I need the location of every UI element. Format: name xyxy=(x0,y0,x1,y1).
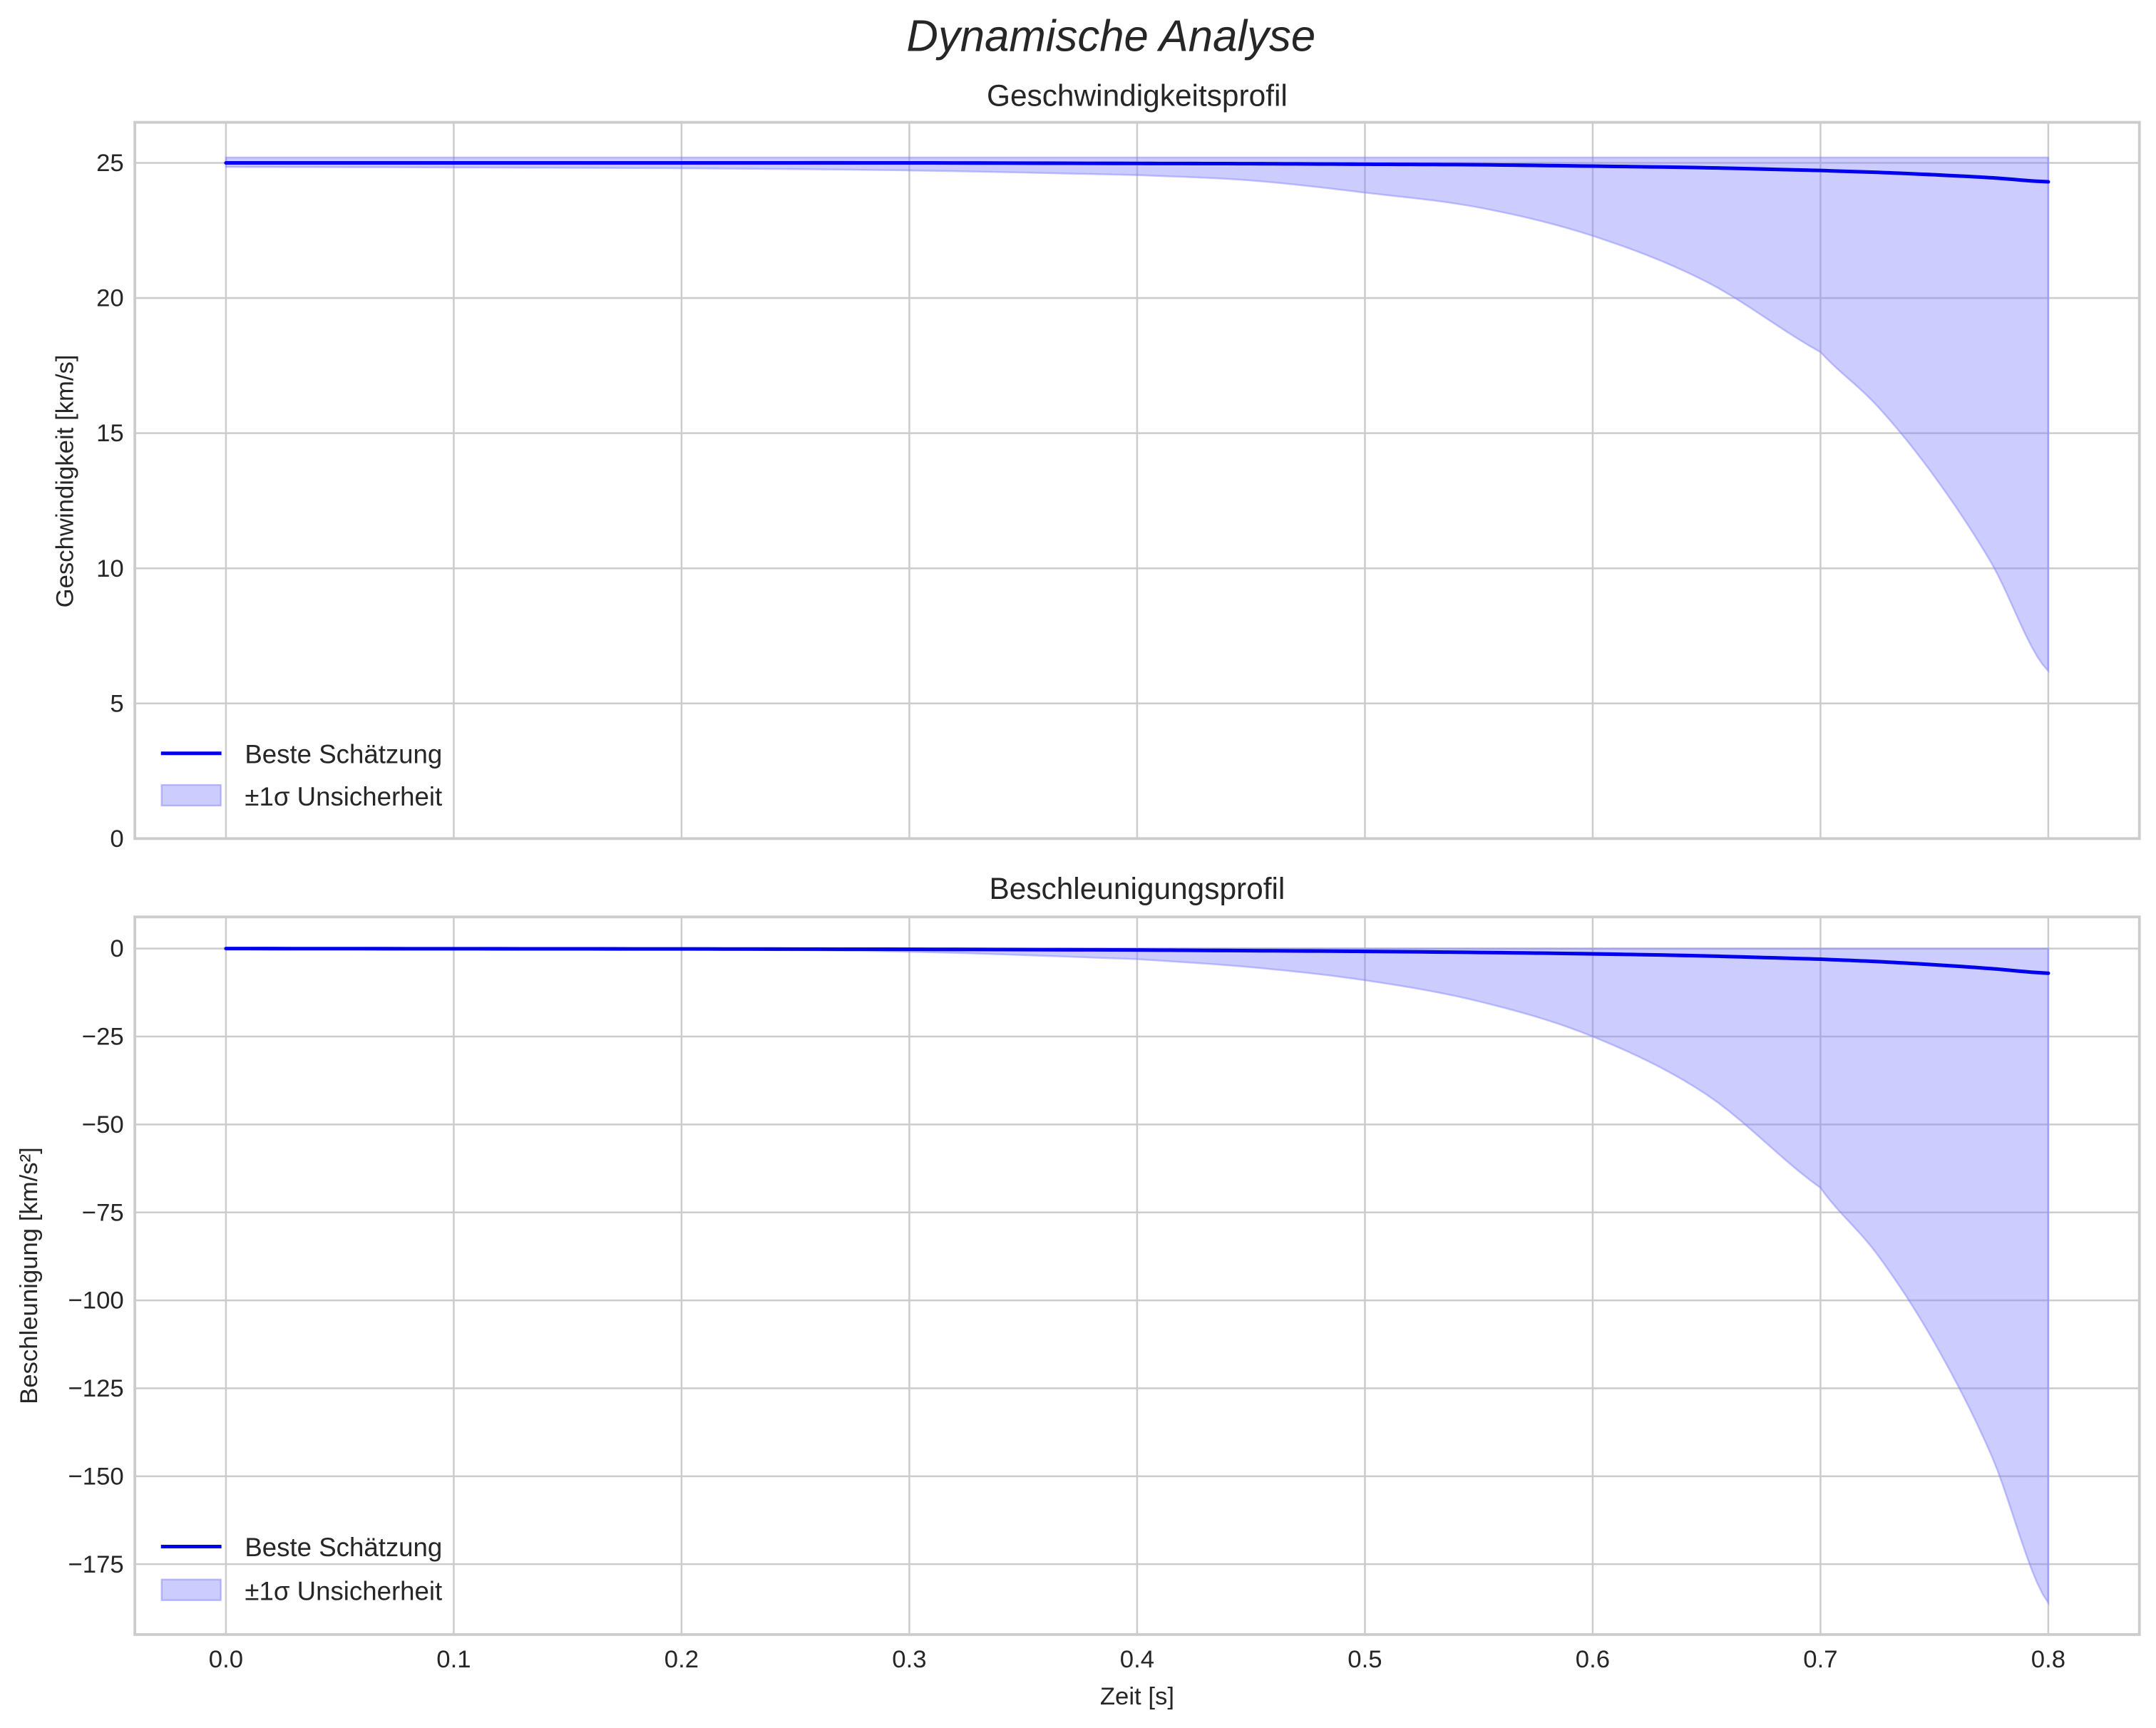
acceleration-panel: Beschleunigungsprofil 0 −25 −50 −75 −100 −125… xyxy=(16,872,2141,1710)
y-tick-label: −100 xyxy=(68,1287,124,1315)
x-tick-label: 0.3 xyxy=(892,1646,926,1673)
x-tick-label: 0.1 xyxy=(436,1646,471,1673)
legend-band-swatch xyxy=(160,1578,222,1601)
legend-band-label: ±1σ Unsicherheit xyxy=(245,1577,442,1606)
x-tick-label: 0.0 xyxy=(209,1646,243,1673)
acceleration-grid xyxy=(135,917,2140,1635)
acceleration-plot-area xyxy=(224,947,2050,1606)
legend-line-label: Beste Schätzung xyxy=(245,1533,442,1562)
y-tick-label: −75 xyxy=(82,1199,124,1226)
x-tick-label: 0.6 xyxy=(1576,1646,1610,1673)
legend-band-label: ±1σ Unsicherheit xyxy=(245,782,442,811)
y-tick-label: −125 xyxy=(68,1375,124,1402)
x-ticks: 0.0 0.1 0.2 0.3 0.4 0.5 0.6 0.7 0.8 xyxy=(209,1646,2065,1673)
y-tick-label: 0 xyxy=(110,826,123,853)
velocity-y-axis-label: Geschwindigkeit [km/s] xyxy=(51,355,78,608)
y-tick-label: 25 xyxy=(96,150,124,177)
uncertainty-band xyxy=(225,156,2050,674)
x-tick-label: 0.7 xyxy=(1803,1646,1837,1673)
best-estimate-line xyxy=(224,947,2050,975)
y-tick-label: −150 xyxy=(68,1463,124,1490)
y-tick-label: −175 xyxy=(68,1551,124,1578)
y-tick-label: 10 xyxy=(96,555,124,582)
figure-suptitle: Dynamische Analyse xyxy=(906,11,1315,61)
velocity-legend: Beste Schätzung ±1σ Unsicherheit xyxy=(160,739,442,811)
y-tick-label: 20 xyxy=(96,285,124,312)
acceleration-panel-title: Beschleunigungsprofil xyxy=(989,872,1285,905)
velocity-axes-frame xyxy=(133,120,2141,840)
y-tick-label: 15 xyxy=(96,420,124,447)
acceleration-y-ticks: 0 −25 −50 −75 −100 −125 −150 −175 xyxy=(68,935,124,1578)
legend-band-swatch xyxy=(160,783,222,807)
velocity-panel: Geschwindigkeitsprofil 0 5 10 15 20 25 Geschw… xyxy=(51,78,2141,853)
x-tick-label: 0.4 xyxy=(1120,1646,1154,1673)
velocity-y-ticks: 0 5 10 15 20 25 xyxy=(96,150,124,853)
uncertainty-band xyxy=(225,947,2050,1606)
acceleration-legend: Beste Schätzung ±1σ Unsicherheit xyxy=(160,1533,442,1606)
y-tick-label: 0 xyxy=(110,935,123,962)
y-tick-label: −50 xyxy=(82,1111,124,1138)
acceleration-y-axis-label: Beschleunigung [km/s²] xyxy=(16,1147,43,1404)
x-tick-label: 0.5 xyxy=(1348,1646,1382,1673)
y-tick-label: −25 xyxy=(82,1024,124,1051)
x-tick-label: 0.2 xyxy=(664,1646,699,1673)
legend-line-label: Beste Schätzung xyxy=(245,739,442,768)
best-estimate-line xyxy=(224,160,2050,184)
velocity-panel-title: Geschwindigkeitsprofil xyxy=(987,78,1288,112)
acceleration-axes-frame xyxy=(133,915,2141,1636)
x-tick-label: 0.8 xyxy=(2031,1646,2065,1673)
x-axis-label: Zeit [s] xyxy=(1100,1683,1174,1710)
y-tick-label: 5 xyxy=(110,690,123,717)
velocity-plot-area xyxy=(224,156,2050,674)
